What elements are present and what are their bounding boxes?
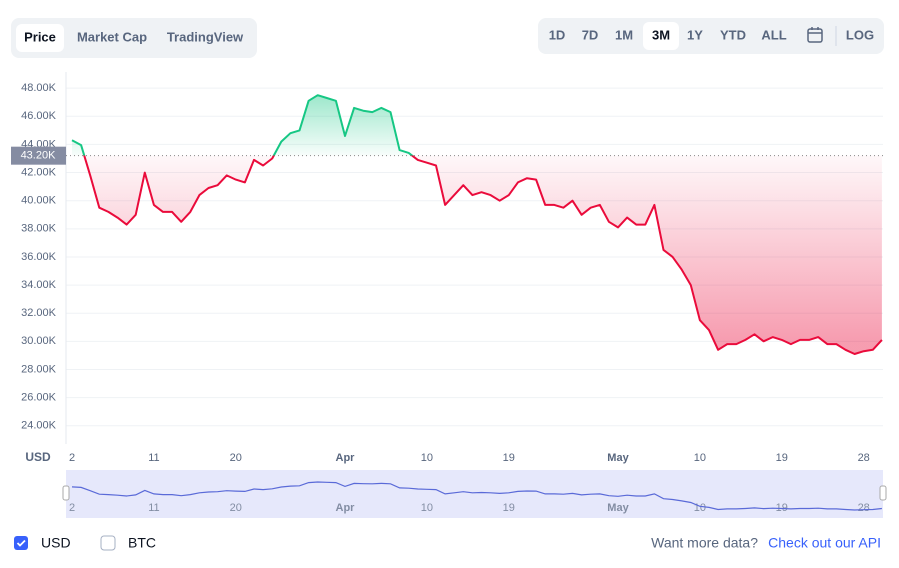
range-button[interactable]: ALL bbox=[761, 27, 786, 42]
checkbox-checked[interactable] bbox=[14, 536, 28, 550]
x-tick-label: 10 bbox=[694, 452, 706, 464]
baseline-label-box bbox=[11, 146, 66, 165]
y-tick-label: 30.00K bbox=[21, 335, 57, 347]
x-tick-label: 19 bbox=[776, 452, 788, 464]
x-tick-label: 10 bbox=[421, 452, 433, 464]
x-tick-label: 19 bbox=[503, 452, 515, 464]
y-tick-label: 48.00K bbox=[21, 82, 57, 94]
axis-label: USD bbox=[25, 450, 51, 464]
x-tick-label: Apr bbox=[336, 452, 356, 464]
x-tick-label: 28 bbox=[858, 452, 870, 464]
tab[interactable]: TradingView bbox=[167, 29, 244, 44]
navigator-tick-label: May bbox=[607, 502, 629, 514]
currency-option[interactable]: USD bbox=[41, 535, 71, 551]
range-button[interactable]: YTD bbox=[720, 27, 746, 42]
y-tick-label: 38.00K bbox=[21, 223, 57, 235]
range-button[interactable]: 1D bbox=[549, 27, 566, 42]
price-line bbox=[71, 94, 883, 355]
y-tick-label: 36.00K bbox=[21, 251, 57, 263]
api-link[interactable]: Check out our API bbox=[768, 535, 881, 551]
price-area bbox=[72, 95, 882, 354]
range-group bbox=[538, 18, 884, 54]
navigator-handle[interactable] bbox=[62, 485, 70, 501]
checkmark bbox=[16, 539, 26, 547]
calendar-icon[interactable] bbox=[807, 27, 823, 43]
navigator-tick-label: 10 bbox=[421, 502, 433, 514]
y-tick-label: 28.00K bbox=[21, 363, 57, 375]
y-tick-label: 34.00K bbox=[21, 279, 57, 291]
y-tick-label: 26.00K bbox=[21, 391, 57, 403]
range-selected bbox=[643, 22, 679, 50]
navigator[interactable] bbox=[66, 470, 883, 518]
navigator-line bbox=[71, 481, 882, 511]
navigator-tick-label: 2 bbox=[69, 502, 75, 514]
log-button[interactable]: LOG bbox=[846, 27, 874, 42]
currency-option[interactable]: BTC bbox=[128, 535, 156, 551]
tab[interactable]: Market Cap bbox=[77, 29, 147, 44]
range-button[interactable]: 7D bbox=[582, 27, 599, 42]
range-button[interactable]: 1M bbox=[615, 27, 633, 42]
navigator-tick-label: 11 bbox=[148, 502, 159, 514]
tab[interactable]: Price bbox=[24, 29, 56, 44]
x-tick-label: 11 bbox=[148, 452, 159, 464]
y-tick-label: 46.00K bbox=[21, 110, 57, 122]
navigator-handle[interactable] bbox=[879, 485, 887, 501]
y-tick-label: 40.00K bbox=[21, 195, 57, 207]
y-tick-label: 42.00K bbox=[21, 166, 57, 178]
y-tick-label: 24.00K bbox=[21, 420, 57, 432]
x-tick-label: 2 bbox=[69, 452, 75, 464]
checkbox[interactable] bbox=[100, 535, 116, 551]
x-tick-label: 20 bbox=[230, 452, 242, 464]
x-tick-label: May bbox=[607, 452, 629, 464]
y-tick-label: 32.00K bbox=[21, 307, 57, 319]
navigator-tick-label: 28 bbox=[858, 502, 870, 514]
tab-group bbox=[11, 18, 257, 58]
navigator-tick-label: 10 bbox=[694, 502, 706, 514]
baseline-label: 43.20K bbox=[21, 150, 57, 162]
navigator-tick-label: 19 bbox=[503, 502, 515, 514]
tab-selected bbox=[16, 24, 64, 52]
range-button[interactable]: 1Y bbox=[687, 27, 703, 42]
footer-text: Want more data? bbox=[651, 535, 758, 551]
navigator-tick-label: Apr bbox=[336, 502, 356, 514]
range-button[interactable]: 3M bbox=[652, 27, 670, 42]
navigator-tick-label: 20 bbox=[230, 502, 242, 514]
